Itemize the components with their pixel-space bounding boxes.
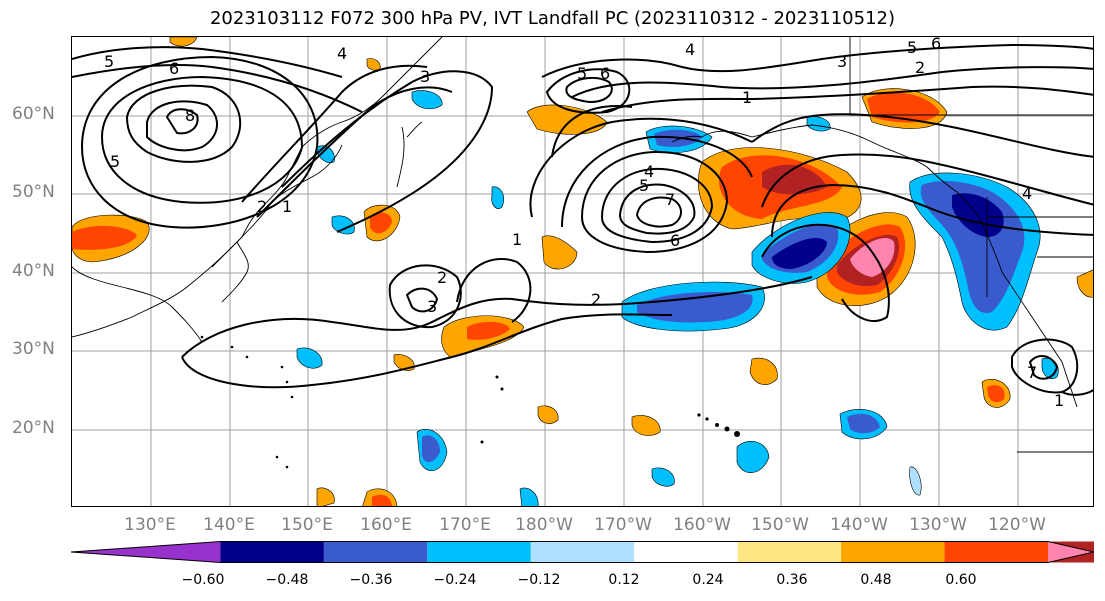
positive-anomaly-fills bbox=[72, 37, 1093, 506]
contour-label: 5 bbox=[110, 152, 120, 171]
contour-label: 3 bbox=[427, 297, 437, 316]
lat-label: 20°N bbox=[12, 418, 55, 438]
lat-label: 30°N bbox=[12, 339, 55, 359]
lon-label: 170°E bbox=[439, 515, 491, 535]
contour-label: 6 bbox=[600, 64, 610, 83]
colorbar-segment bbox=[323, 541, 428, 563]
colorbar-tick: −0.24 bbox=[433, 572, 477, 588]
lon-label: 160°W bbox=[673, 515, 731, 535]
contour-label: 8 bbox=[185, 106, 195, 125]
map-title: 2023103112 F072 300 hPa PV, IVT Landfall… bbox=[209, 8, 896, 29]
colorbar-segments bbox=[71, 541, 1094, 563]
colorbar-outline bbox=[71, 541, 1094, 563]
colorbar-segment bbox=[841, 541, 945, 563]
lon-label: 180°W bbox=[515, 515, 573, 535]
contour-label: 5 bbox=[104, 52, 114, 71]
contour-label: 6 bbox=[931, 37, 941, 53]
colorbar-segment bbox=[944, 541, 1048, 563]
contour-label: 1 bbox=[282, 197, 292, 216]
colorbar-tick: −0.60 bbox=[181, 572, 225, 588]
colorbar-segment bbox=[530, 541, 635, 563]
islands bbox=[200, 335, 740, 469]
lat-label: 50°N bbox=[12, 182, 55, 202]
contour-label: 7 bbox=[1027, 363, 1037, 382]
contour-label: 2 bbox=[437, 268, 447, 287]
colorbar-tick: −0.48 bbox=[265, 572, 309, 588]
contour-label: 2 bbox=[591, 290, 601, 309]
contour-label: 4 bbox=[685, 40, 695, 59]
colorbar-tick: 0.60 bbox=[945, 572, 977, 588]
lon-label: 120°W bbox=[988, 515, 1046, 535]
pv-contours bbox=[72, 43, 1093, 396]
colorbar-segment bbox=[220, 541, 324, 563]
lat-label: 60°N bbox=[12, 104, 55, 124]
contour-label: 6 bbox=[670, 231, 680, 250]
lon-label: 130°E bbox=[124, 515, 176, 535]
lon-label: 160°E bbox=[360, 515, 412, 535]
colorbar-tick: 0.36 bbox=[776, 572, 808, 588]
lon-label: 130°W bbox=[909, 515, 967, 535]
lon-label: 140°W bbox=[830, 515, 888, 535]
contour-label: 5 bbox=[907, 38, 917, 57]
colorbar-tick: 0.48 bbox=[860, 572, 892, 588]
lon-label: 170°W bbox=[594, 515, 652, 535]
colorbar-segment bbox=[427, 541, 531, 563]
contour-label: 2 bbox=[915, 58, 925, 77]
lon-label: 150°W bbox=[751, 515, 809, 535]
contour-label: 6 bbox=[169, 59, 179, 78]
contour-label: 5 bbox=[577, 64, 587, 83]
colorbar-tick: −0.36 bbox=[349, 572, 393, 588]
colorbar bbox=[71, 541, 1094, 563]
contour-label: 2 bbox=[257, 197, 267, 216]
colorbar-tick: 0.24 bbox=[692, 572, 724, 588]
colorbar-segment bbox=[634, 541, 738, 563]
lon-label: 140°E bbox=[203, 515, 255, 535]
coastlines bbox=[72, 37, 1093, 453]
contour-label: 3 bbox=[837, 52, 847, 71]
map-canvas: 5 6 8 5 4 3 2 1 4 3 2 1 5 6 4 5 7 6 1 2 … bbox=[72, 37, 1093, 506]
lon-label: 150°E bbox=[281, 515, 333, 535]
contour-label: 1 bbox=[512, 230, 522, 249]
map-panel: 5 6 8 5 4 3 2 1 4 3 2 1 5 6 4 5 7 6 1 2 … bbox=[71, 36, 1094, 507]
lat-label: 40°N bbox=[12, 261, 55, 281]
contour-label: 5 bbox=[639, 176, 649, 195]
colorbar-tick: −0.12 bbox=[517, 572, 561, 588]
contour-label: 4 bbox=[644, 162, 654, 181]
contour-label: 4 bbox=[337, 44, 347, 63]
contour-label: 1 bbox=[742, 88, 752, 107]
contour-label: 7 bbox=[665, 190, 675, 209]
contour-label: 4 bbox=[1022, 184, 1032, 203]
contour-label: 1 bbox=[1054, 391, 1064, 410]
colorbar-segment bbox=[737, 541, 842, 563]
colorbar-segment bbox=[71, 541, 221, 563]
colorbar-segment bbox=[1048, 541, 1094, 563]
pv-contour-labels: 5 6 8 5 4 3 2 1 4 3 2 1 5 6 4 5 7 6 1 2 … bbox=[104, 37, 1064, 410]
colorbar-tick: 0.12 bbox=[608, 572, 640, 588]
contour-label: 3 bbox=[420, 67, 430, 86]
